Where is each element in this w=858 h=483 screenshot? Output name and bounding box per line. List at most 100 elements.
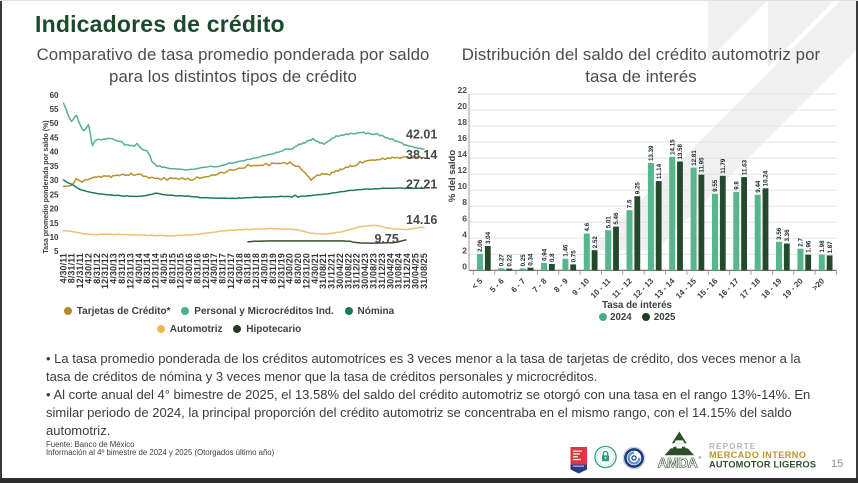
svg-text:31/12/21: 31/12/21 xyxy=(327,253,337,289)
svg-text:4/30/16: 4/30/16 xyxy=(184,253,194,284)
svg-text:18: 18 xyxy=(458,117,468,127)
svg-text:12/31/20: 12/31/20 xyxy=(301,253,311,289)
svg-text:8/31/11: 8/31/11 xyxy=(67,253,77,283)
svg-text:22: 22 xyxy=(458,85,468,95)
svg-text:25: 25 xyxy=(50,190,59,199)
svg-text:12/31/17: 12/31/17 xyxy=(226,253,236,289)
svg-text:14.16: 14.16 xyxy=(406,213,437,227)
svg-text:31/08/22: 31/08/22 xyxy=(343,253,353,289)
svg-text:50: 50 xyxy=(50,119,59,128)
svg-text:8/31/16: 8/31/16 xyxy=(192,253,202,284)
svg-text:1.46: 1.46 xyxy=(563,244,570,257)
svg-text:4/30/13: 4/30/13 xyxy=(109,253,119,284)
svg-text:4/30/12: 4/30/12 xyxy=(84,253,94,284)
svg-text:1.96: 1.96 xyxy=(805,240,812,253)
svg-text:31/12/23: 31/12/23 xyxy=(377,253,387,289)
svg-text:31/12/24: 31/12/24 xyxy=(402,253,412,289)
svg-text:20: 20 xyxy=(50,205,59,214)
svg-text:1.87: 1.87 xyxy=(827,241,834,254)
svg-text:4/30/20: 4/30/20 xyxy=(285,253,295,284)
svg-text:35: 35 xyxy=(50,162,59,171)
svg-text:4/30/21: 4/30/21 xyxy=(310,253,320,284)
svg-text:12/31/16: 12/31/16 xyxy=(201,253,211,289)
svg-text:8/30/20: 8/30/20 xyxy=(293,253,303,284)
svg-text:30/04/24: 30/04/24 xyxy=(385,253,395,289)
svg-text:0.25: 0.25 xyxy=(520,254,527,267)
svg-text:2.52: 2.52 xyxy=(592,236,599,249)
svg-text:30: 30 xyxy=(50,176,59,185)
svg-text:0.75: 0.75 xyxy=(570,250,577,263)
svg-text:12/31/11: 12/31/11 xyxy=(75,253,85,288)
svg-text:14.15: 14.15 xyxy=(669,139,676,155)
svg-text:31/08/24: 31/08/24 xyxy=(394,253,404,289)
svg-text:8/31/18: 8/31/18 xyxy=(243,253,253,284)
svg-text:4/30/15: 4/30/15 xyxy=(159,253,169,284)
svg-text:27.21: 27.21 xyxy=(406,177,437,191)
svg-text:14: 14 xyxy=(458,149,468,159)
svg-text:38.14: 38.14 xyxy=(406,148,437,162)
svg-text:0: 0 xyxy=(462,261,467,271)
svg-text:12/31/14: 12/31/14 xyxy=(151,253,161,289)
svg-text:0.94: 0.94 xyxy=(541,248,548,261)
svg-text:10: 10 xyxy=(50,233,59,242)
svg-text:0.27: 0.27 xyxy=(499,254,506,267)
svg-text:8/31/13: 8/31/13 xyxy=(117,253,127,284)
svg-text:12/31/13: 12/31/13 xyxy=(125,253,135,289)
svg-text:9.55: 9.55 xyxy=(712,179,719,192)
svg-text:12: 12 xyxy=(458,165,468,175)
svg-text:8/31/15: 8/31/15 xyxy=(167,253,177,284)
svg-text:20: 20 xyxy=(458,101,468,111)
svg-text:31/08/21: 31/08/21 xyxy=(318,253,328,289)
svg-text:1.98: 1.98 xyxy=(819,240,826,253)
svg-text:8/31/12: 8/31/12 xyxy=(92,253,102,284)
svg-text:8/31/14: 8/31/14 xyxy=(142,253,152,284)
svg-text:5: 5 xyxy=(54,247,59,256)
svg-text:13.39: 13.39 xyxy=(648,145,655,161)
svg-text:Tasa promedio ponderada por sa: Tasa promedio ponderada por saldo (%) xyxy=(43,120,50,253)
svg-text:11.79: 11.79 xyxy=(720,158,727,174)
svg-text:MERCADO INTERNO: MERCADO INTERNO xyxy=(709,450,806,460)
svg-text:9.25: 9.25 xyxy=(635,182,642,195)
svg-text:2.06: 2.06 xyxy=(477,239,484,252)
svg-text:12.81: 12.81 xyxy=(691,150,698,166)
svg-text:®: ® xyxy=(699,455,702,460)
svg-text:11.63: 11.63 xyxy=(741,159,748,175)
svg-text:42.01: 42.01 xyxy=(406,127,437,141)
svg-text:10.24: 10.24 xyxy=(763,170,770,186)
svg-text:11.14: 11.14 xyxy=(656,163,663,179)
svg-text:7.5: 7.5 xyxy=(627,199,634,208)
svg-text:10: 10 xyxy=(458,181,468,191)
svg-text:5.46: 5.46 xyxy=(613,212,620,225)
svg-text:9.8: 9.8 xyxy=(734,181,741,190)
svg-text:3.56: 3.56 xyxy=(776,227,783,240)
svg-text:55: 55 xyxy=(50,105,59,114)
svg-text:16: 16 xyxy=(458,133,468,143)
svg-text:3.04: 3.04 xyxy=(485,231,492,244)
svg-text:13.58: 13.58 xyxy=(677,143,684,159)
svg-text:12/31/15: 12/31/15 xyxy=(176,253,186,289)
svg-text:4.6: 4.6 xyxy=(584,222,591,231)
svg-text:REPORTE: REPORTE xyxy=(709,442,756,451)
svg-text:2: 2 xyxy=(462,245,467,255)
svg-text:8/31/19: 8/31/19 xyxy=(268,253,278,284)
svg-text:31/08/23: 31/08/23 xyxy=(369,253,379,289)
svg-text:11.95: 11.95 xyxy=(699,157,706,173)
svg-text:31/12/22: 31/12/22 xyxy=(352,253,362,289)
svg-text:4/30/17: 4/30/17 xyxy=(209,253,219,284)
svg-text:30/04/25: 30/04/25 xyxy=(410,253,420,289)
svg-text:4/30/18: 4/30/18 xyxy=(234,253,244,284)
svg-text:0.8: 0.8 xyxy=(549,253,556,262)
svg-text:2.7: 2.7 xyxy=(798,238,805,247)
svg-text:AMDA: AMDA xyxy=(658,455,698,471)
svg-text:12/31/19: 12/31/19 xyxy=(276,253,286,289)
svg-text:15: 15 xyxy=(50,219,59,228)
svg-text:12/31/18: 12/31/18 xyxy=(251,253,261,289)
svg-text:9.75: 9.75 xyxy=(375,232,399,246)
svg-text:4/30/14: 4/30/14 xyxy=(134,253,144,284)
svg-text:4/30/19: 4/30/19 xyxy=(260,253,270,284)
svg-text:30/04/22: 30/04/22 xyxy=(335,253,345,289)
svg-text:30/04/23: 30/04/23 xyxy=(360,253,370,289)
svg-text:45: 45 xyxy=(50,134,59,143)
svg-text:8: 8 xyxy=(462,197,467,207)
svg-text:5.01: 5.01 xyxy=(605,216,612,229)
